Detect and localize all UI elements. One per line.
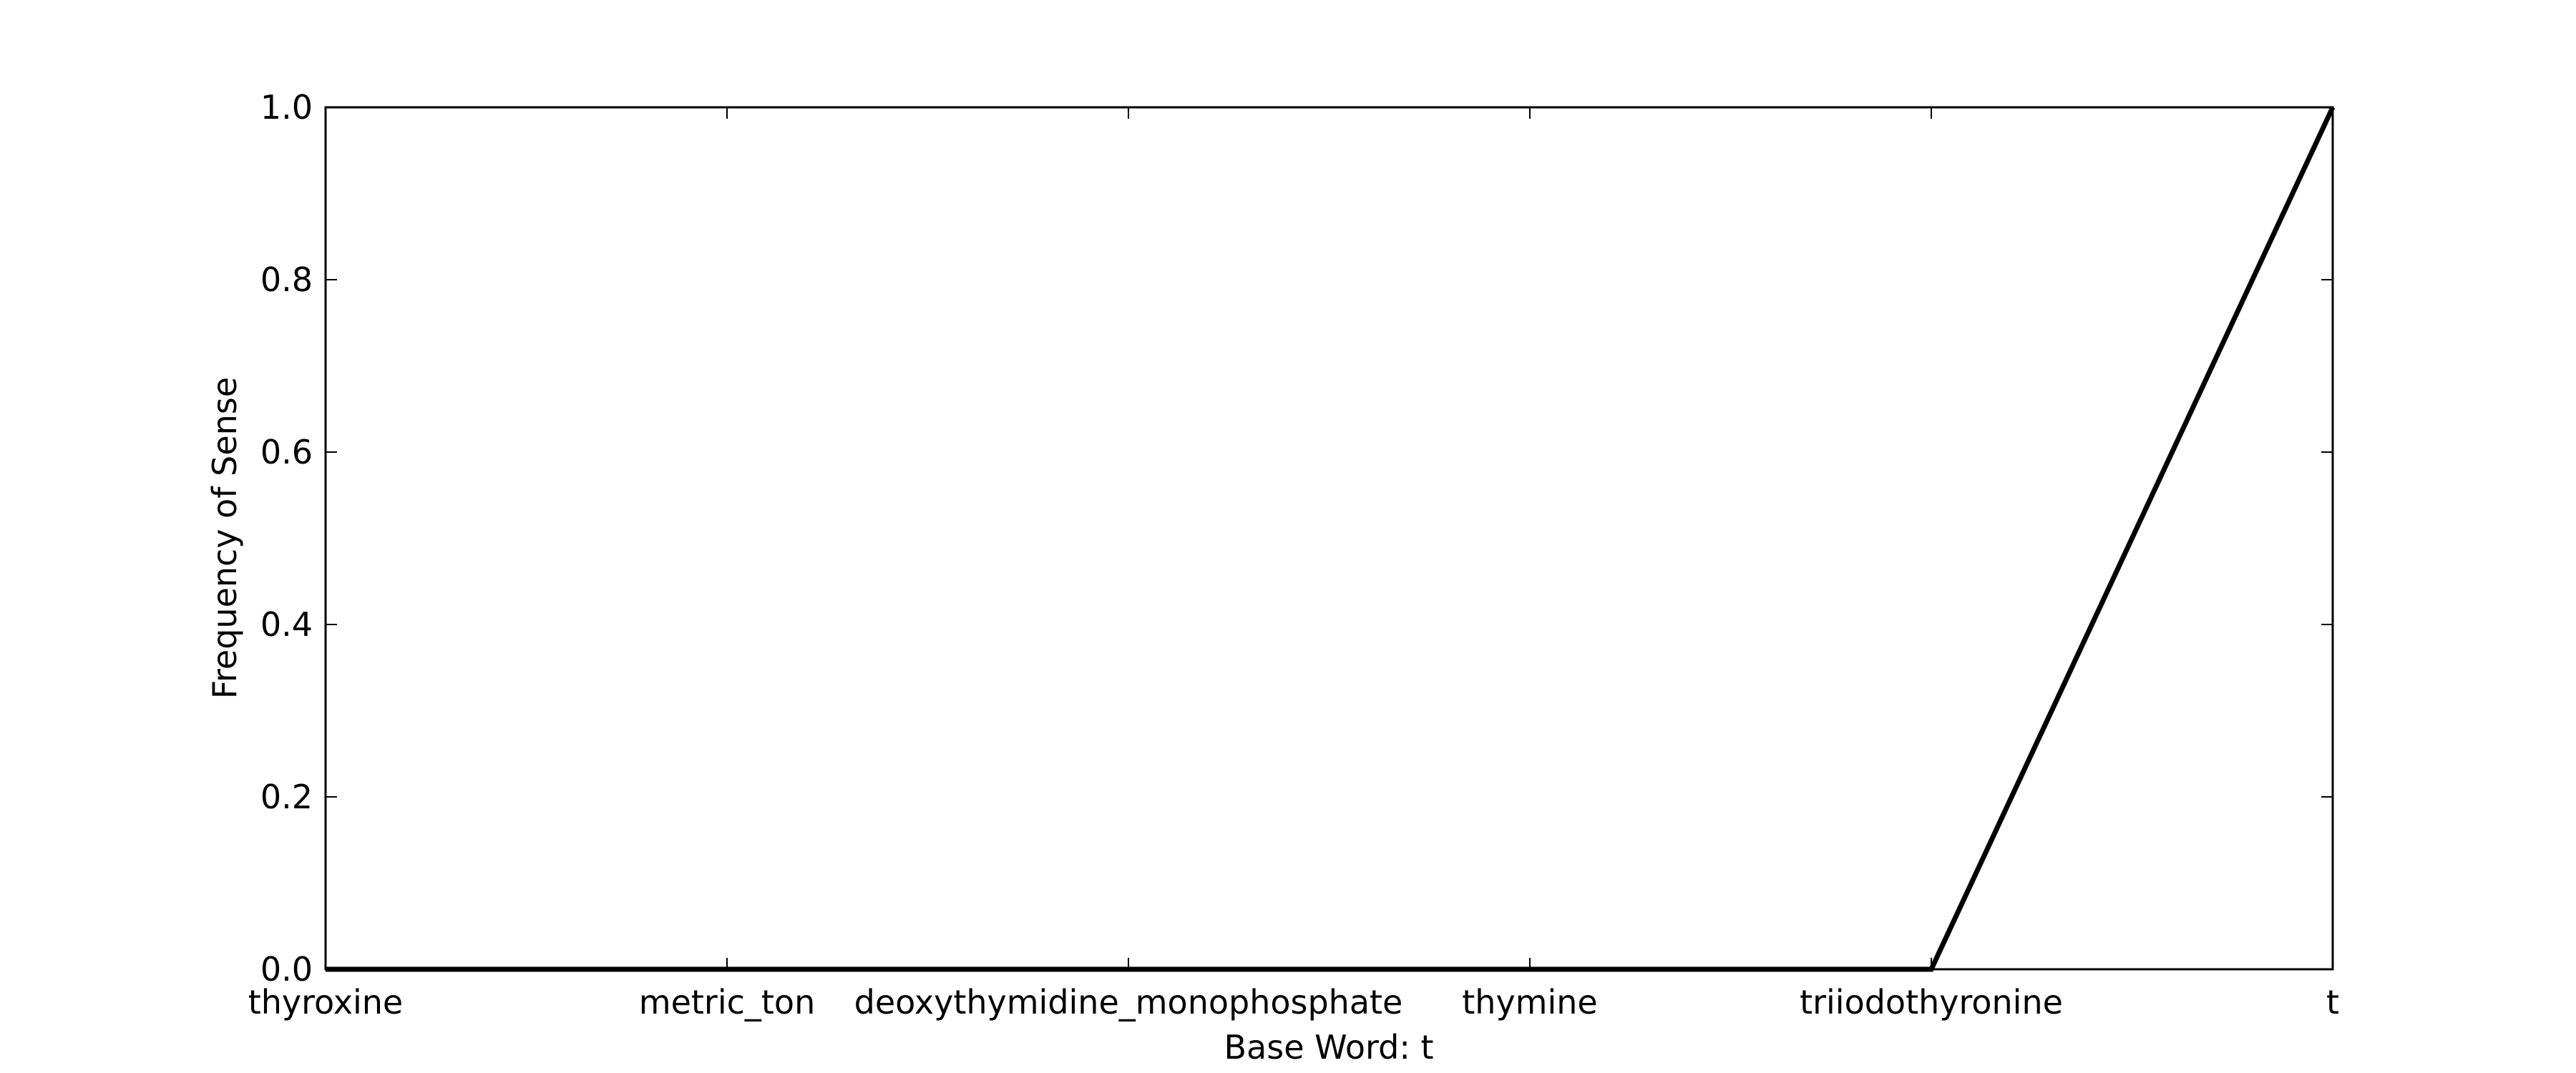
y-tick-label: 1.0 — [260, 88, 313, 127]
x-tick-label: triiodothyronine — [1800, 983, 2063, 1021]
plot-area — [326, 107, 2333, 969]
x-tick-label: deoxythymidine_monophosphate — [854, 983, 1403, 1021]
x-tick-labels: thyroxine metric_ton deoxythymidine_monoph… — [248, 983, 2339, 1021]
x-axis-label: Base Word: t — [1224, 1028, 1433, 1067]
y-tick-labels: 0.0 0.2 0.4 0.6 0.8 1.0 — [260, 88, 313, 989]
y-tick-label: 0.2 — [260, 778, 313, 816]
y-tick-label: 0.4 — [260, 605, 313, 644]
x-tick-label: thymine — [1462, 983, 1597, 1021]
plot-frame — [324, 106, 2334, 971]
x-tick-label: t — [2326, 983, 2339, 1021]
y-tick-label: 0.6 — [260, 433, 313, 471]
x-tick-label: thyroxine — [248, 983, 404, 1021]
y-axis-label: Frequency of Sense — [205, 377, 244, 699]
y-tick-label: 0.8 — [260, 260, 313, 299]
y-tick-label: 0.0 — [260, 950, 313, 989]
x-tick-label: metric_ton — [639, 983, 815, 1021]
